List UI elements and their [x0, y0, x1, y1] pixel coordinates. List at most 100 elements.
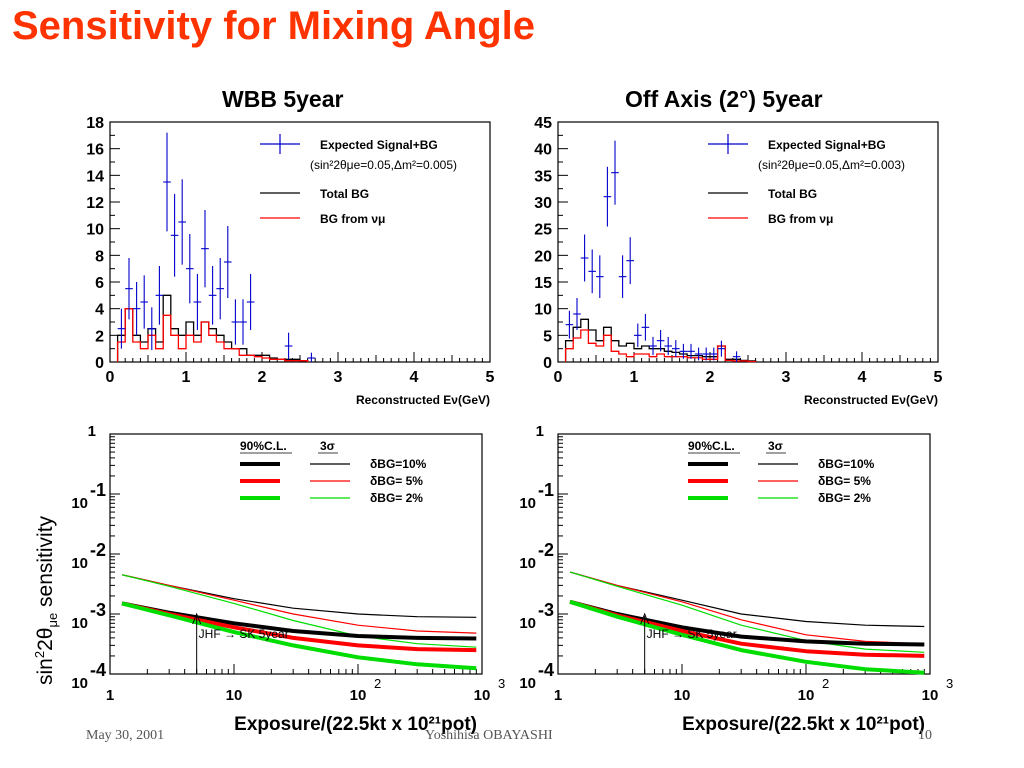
y-tick-label: 5	[543, 328, 552, 345]
x-tick-label: 5	[934, 369, 943, 386]
sensitivity-curve	[121, 601, 477, 653]
sensitivity-curve	[569, 571, 925, 653]
signal-point	[664, 336, 672, 356]
y-tick-label: 20	[534, 248, 552, 265]
legend-total-text: Total BG	[768, 187, 817, 201]
signal-point	[170, 194, 179, 277]
signal-point	[208, 266, 217, 325]
y-tick-label: 18	[86, 115, 104, 132]
legend-params-text: (sin²2θμe=0.05,Δm²=0.003)	[758, 158, 905, 172]
y-tick-label: 12	[86, 195, 104, 212]
x-tick-label: 10	[226, 687, 243, 704]
x-axis-label: Reconstructed Eν(GeV)	[804, 393, 938, 407]
x-tick-label: 3	[782, 369, 791, 386]
ylabel-sub: μe	[45, 613, 60, 628]
y-tick-label-exp: -1	[538, 480, 554, 500]
y-tick-label-exp: -3	[90, 600, 106, 620]
y-tick-label-base: 10	[519, 675, 536, 692]
legend-bg-text: δBG=10%	[818, 457, 875, 471]
sensitivity-curve	[121, 574, 477, 618]
signal-point	[580, 234, 589, 282]
legend-numu-text: BG from νμ	[320, 212, 385, 226]
svg-text:sin22θμe sensitivity: sin22θμe sensitivity	[32, 515, 60, 685]
x-tick-label-exp: 3	[946, 676, 953, 691]
x-tick-label: 2	[706, 369, 715, 386]
y-tick-label: 40	[534, 142, 552, 159]
slide-title: Sensitivity for Mixing Angle	[12, 4, 536, 48]
legend-total-text: Total BG	[320, 187, 369, 201]
signal-point	[656, 330, 665, 352]
signal-point	[717, 340, 726, 357]
legend-cl90-header: 90%C.L.	[240, 439, 287, 453]
y-tick-label: 4	[95, 302, 104, 319]
signal-point	[239, 299, 247, 345]
panel-title-offaxis: Off Axis (2°) 5year	[625, 86, 823, 112]
x-tick-label: 4	[858, 369, 867, 386]
y-tick-label: 1	[536, 423, 544, 440]
sensitivity-curve	[121, 574, 477, 648]
signal-point	[186, 234, 194, 304]
y-tick-label: 45	[534, 115, 552, 132]
ylabel-sup: 2	[32, 651, 47, 658]
signal-point	[201, 210, 209, 288]
x-tick-label-base: 10	[922, 687, 939, 704]
signal-point	[178, 179, 186, 265]
footer-date: May 30, 2001	[86, 728, 165, 743]
x-tick-label: 1	[630, 369, 639, 386]
signal-point	[634, 323, 642, 348]
y-tick-label: 15	[534, 275, 552, 292]
x-tick-label: 3	[334, 369, 343, 386]
legend-bg-text: δBG= 5%	[370, 474, 423, 488]
y-tick-label-base: 10	[71, 555, 88, 572]
y-tick-label: 10	[534, 302, 552, 319]
legend-signal-text: Expected Signal+BG	[768, 138, 886, 152]
signal-point	[611, 140, 619, 205]
x-tick-label-base: 10	[350, 687, 367, 704]
x-tick-label: 0	[106, 369, 115, 386]
sensitivity-curve	[569, 599, 925, 675]
sensitivity-curve	[569, 599, 925, 647]
x-axis-label: Reconstructed Eν(GeV)	[356, 393, 490, 407]
y-tick-label-base: 10	[519, 555, 536, 572]
bg-numu-histogram	[116, 308, 309, 362]
y-tick-label-base: 10	[71, 495, 88, 512]
y-tick-label-exp: -2	[90, 540, 106, 560]
x-tick-label: 5	[486, 369, 495, 386]
y-tick-label: 14	[86, 168, 104, 185]
sensitivity-curve	[121, 601, 477, 671]
y-tick-label-exp: -1	[90, 480, 106, 500]
signal-point	[565, 310, 574, 339]
footer-author: Yoshihisa OBAYASHI	[425, 728, 553, 743]
legend-bg-text: δBG=10%	[370, 457, 427, 471]
signal-point	[246, 274, 255, 330]
annotation-arrow-head	[192, 612, 202, 625]
signal-point	[679, 343, 688, 359]
y-tick-label: 35	[534, 168, 552, 185]
y-tick-label-exp: -4	[90, 660, 106, 680]
annotation-text: JHF → SK 5year	[199, 627, 289, 641]
x-tick-label-exp: 3	[498, 676, 505, 691]
y-tick-label: 30	[534, 195, 552, 212]
y-tick-label: 25	[534, 222, 552, 239]
y-tick-label: 0	[95, 355, 104, 372]
y-tick-label-exp: -4	[538, 660, 554, 680]
x-tick-label: 4	[410, 369, 419, 386]
legend-3sigma-header: 3σ	[768, 439, 783, 453]
signal-point	[125, 258, 133, 320]
signal-point	[216, 258, 224, 320]
sensitivity-curve	[121, 574, 477, 634]
signal-point	[193, 274, 202, 330]
sensitivity-curve	[569, 599, 925, 658]
panel-title-wbb: WBB 5year	[222, 86, 344, 112]
y-tick-label-base: 10	[71, 615, 88, 632]
signal-point	[231, 299, 240, 345]
signal-point	[672, 340, 680, 358]
signal-point	[596, 255, 604, 298]
signal-point	[163, 132, 171, 232]
sensitivity-offaxis: 110-110-210-310-41 10 102103Exposure/(22.5…	[519, 423, 953, 735]
signal-point	[626, 237, 634, 285]
signal-point	[307, 352, 316, 362]
signal-point	[618, 255, 627, 298]
y-axis-label-sensitivity: sin22θμe sensitivity	[32, 515, 60, 685]
